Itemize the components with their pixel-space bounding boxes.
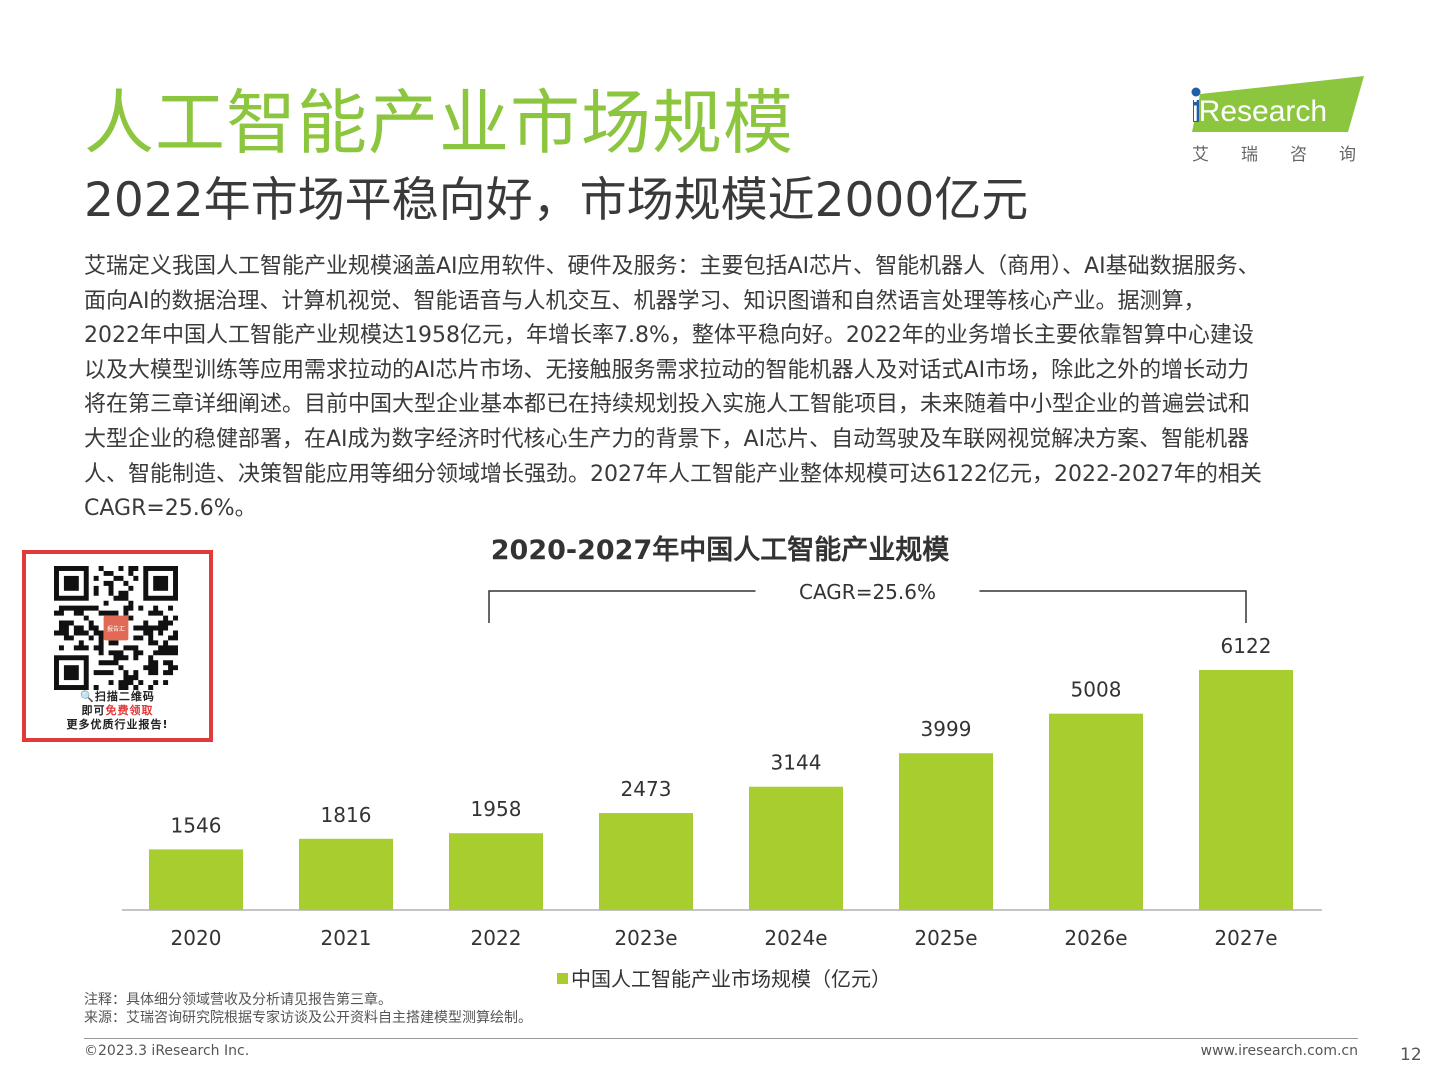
iresearch-logo: iResearch	[1191, 76, 1364, 132]
x-tick-label: 2023e	[614, 926, 677, 950]
data-label: 3999	[921, 717, 972, 741]
qr-promo-box[interactable]: 报告汇 🔍扫描二维码 即可免费领取 更多优质行业报告!	[22, 550, 213, 742]
qr-line-3: 更多优质行业报告!	[66, 718, 169, 731]
logo-brand-text: iResearch	[1192, 95, 1327, 128]
body-paragraph: 艾瑞定义我国人工智能产业规模涵盖AI应用软件、硬件及服务：主要包括AI芯片、智能…	[84, 250, 1374, 527]
bar	[599, 813, 693, 910]
page-number: 12	[1400, 1045, 1422, 1065]
qr-center-badge	[103, 615, 129, 641]
qr-finder	[54, 655, 89, 690]
bar	[899, 753, 993, 910]
chart-note: 注释：具体细分领域营收及分析请见报告第三章。	[84, 992, 392, 1008]
body-line: 艾瑞定义我国人工智能产业规模涵盖AI应用软件、硬件及服务：主要包括AI芯片、智能…	[84, 254, 1260, 279]
body-line: 人、智能制造、决策智能应用等细分领域增长强劲。2027年人工智能产业整体规模可达…	[84, 461, 1262, 487]
data-label: 2473	[621, 777, 672, 801]
body-line: 大型企业的稳健部署，在AI成为数字经济时代核心生产力的背景下，AI芯片、自动驾驶…	[84, 426, 1250, 452]
logo-cn-text: 艾瑞咨询	[1192, 145, 1388, 165]
legend-label: 中国人工智能产业市场规模（亿元）	[571, 967, 891, 991]
qr-finder	[54, 566, 89, 601]
logo-dot-icon	[1191, 87, 1201, 97]
data-label: 1816	[321, 803, 372, 827]
page-title: 人工智能产业市场规模	[84, 82, 794, 164]
x-tick-label: 2024e	[764, 926, 827, 950]
data-label: 5008	[1071, 678, 1122, 702]
x-tick-label: 2021	[321, 926, 372, 950]
bar	[299, 838, 393, 910]
bar	[1049, 713, 1143, 910]
cagr-bracket-left	[488, 590, 756, 623]
cagr-bracket-right	[979, 590, 1247, 623]
chart-title: 2020-2027年中国人工智能产业规模	[490, 535, 950, 566]
data-label: 1958	[471, 797, 522, 821]
x-tick-label: 2020	[171, 926, 222, 950]
footer-website[interactable]: www.iresearch.com.cn	[1200, 1043, 1358, 1059]
bar	[149, 849, 243, 910]
body-line: 将在第三章详细阐述。目前中国大型企业基本都已在持续规划投入实施人工智能项目，未来…	[84, 392, 1251, 418]
legend-swatch	[557, 973, 568, 984]
body-line: CAGR=25.6%。	[84, 496, 257, 522]
body-line: 2022年中国人工智能产业规模达1958亿元，年增长率7.8%，整体平稳向好。2…	[84, 323, 1254, 349]
body-line: 面向AI的数据治理、计算机视觉、智能语音与人机交互、机器学习、知识图谱和自然语言…	[84, 288, 1206, 314]
bar	[749, 786, 843, 910]
qr-code-icon: 报告汇	[54, 566, 178, 690]
qr-badge-label: 报告汇	[107, 625, 125, 633]
footer-copyright: ©2023.3 iResearch Inc.	[84, 1043, 250, 1059]
data-label: 1546	[171, 813, 222, 837]
logo-green-shape	[1192, 76, 1364, 132]
x-tick-label: 2025e	[914, 926, 977, 950]
qr-line-1: 🔍扫描二维码	[80, 690, 155, 703]
body-line: 以及大模型训练等应用需求拉动的AI芯片市场、无接触服务需求拉动的智能机器人及对话…	[84, 357, 1250, 383]
x-tick-label: 2022	[471, 926, 522, 950]
page-subtitle: 2022年市场平稳向好，市场规模近2000亿元	[84, 173, 1029, 228]
cagr-label: CAGR=25.6%	[799, 580, 936, 604]
bar-chart: 1546 2020 1816 2021 1958 2022 2473 2023e 3144 202…	[122, 580, 1322, 991]
bar	[449, 833, 543, 910]
data-label: 6122	[1221, 634, 1272, 658]
footer-divider	[84, 1038, 1358, 1039]
qr-finder	[143, 566, 178, 601]
bar	[1199, 670, 1293, 910]
x-tick-label: 2026e	[1064, 926, 1127, 950]
qr-line-2: 即可免费领取	[81, 704, 154, 717]
x-tick-label: 2027e	[1214, 926, 1277, 950]
data-label: 3144	[771, 751, 822, 775]
chart-source: 来源：艾瑞咨询研究院根据专家访谈及公开资料自主搭建模型测算绘制。	[84, 1010, 532, 1026]
